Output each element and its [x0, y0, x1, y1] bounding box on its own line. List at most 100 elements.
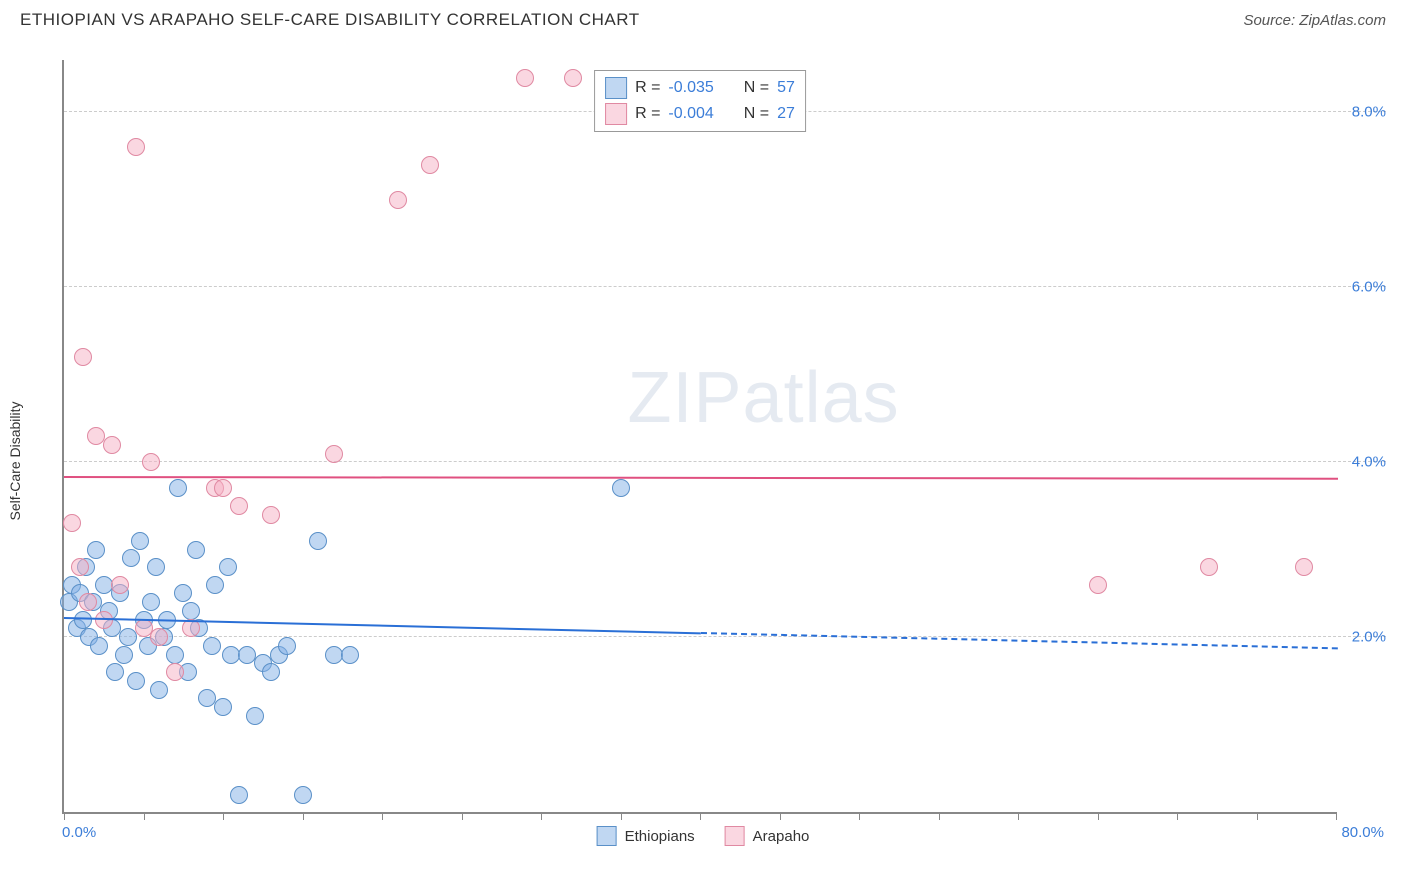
legend-swatch — [597, 826, 617, 846]
legend-label: Ethiopians — [625, 828, 695, 845]
x-tick — [859, 812, 860, 820]
legend-item: Ethiopians — [597, 826, 695, 846]
scatter-point — [106, 663, 124, 681]
scatter-point — [103, 436, 121, 454]
scatter-point — [127, 138, 145, 156]
x-tick — [223, 812, 224, 820]
stat-n-label: N = — [744, 105, 769, 123]
grid-line — [64, 461, 1386, 462]
scatter-point — [389, 191, 407, 209]
source-attribution: Source: ZipAtlas.com — [1243, 12, 1386, 29]
legend-swatch — [605, 103, 627, 125]
chart-header: ETHIOPIAN VS ARAPAHO SELF-CARE DISABILIT… — [0, 0, 1406, 30]
scatter-point — [1295, 558, 1313, 576]
scatter-point — [90, 637, 108, 655]
scatter-point — [169, 479, 187, 497]
trend-line — [64, 476, 1338, 480]
scatter-point — [203, 637, 221, 655]
scatter-point — [564, 69, 582, 87]
x-tick — [1257, 812, 1258, 820]
scatter-point — [246, 707, 264, 725]
scatter-point — [230, 497, 248, 515]
legend-swatch — [605, 77, 627, 99]
scatter-point — [230, 786, 248, 804]
x-tick — [541, 812, 542, 820]
x-tick — [1018, 812, 1019, 820]
scatter-point — [166, 646, 184, 664]
legend-row: R = -0.035 N = 57 — [605, 75, 795, 101]
scatter-point — [150, 628, 168, 646]
x-tick — [1336, 812, 1337, 820]
scatter-point — [150, 681, 168, 699]
series-legend: Ethiopians Arapaho — [597, 826, 810, 846]
legend-row: R = -0.004 N = 27 — [605, 101, 795, 127]
scatter-point — [612, 479, 630, 497]
stat-r-label: R = — [635, 79, 660, 97]
scatter-point — [206, 576, 224, 594]
legend-swatch — [725, 826, 745, 846]
scatter-point — [341, 646, 359, 664]
plot-area: ZIPatlas R = -0.035 N = 57 R = -0.004 N = 2… — [62, 60, 1336, 814]
scatter-point — [214, 698, 232, 716]
chart-title: ETHIOPIAN VS ARAPAHO SELF-CARE DISABILIT… — [20, 10, 640, 30]
scatter-point — [294, 786, 312, 804]
scatter-point — [182, 602, 200, 620]
scatter-point — [219, 558, 237, 576]
legend-item: Arapaho — [725, 826, 810, 846]
x-tick — [780, 812, 781, 820]
scatter-point — [87, 541, 105, 559]
scatter-point — [115, 646, 133, 664]
y-axis-label: Self-Care Disability — [7, 401, 23, 520]
y-tick-label: 4.0% — [1338, 454, 1386, 471]
x-tick — [303, 812, 304, 820]
x-axis-min-label: 0.0% — [62, 824, 96, 841]
scatter-point — [127, 672, 145, 690]
scatter-point — [214, 479, 232, 497]
scatter-point — [174, 584, 192, 602]
trend-line-dashed — [701, 632, 1338, 649]
scatter-point — [309, 532, 327, 550]
scatter-point — [111, 576, 129, 594]
scatter-point — [79, 593, 97, 611]
grid-line — [64, 286, 1386, 287]
scatter-point — [262, 663, 280, 681]
x-tick — [621, 812, 622, 820]
scatter-point — [74, 348, 92, 366]
stat-r-value: -0.035 — [668, 79, 713, 97]
x-axis-max-label: 80.0% — [1341, 824, 1384, 841]
grid-line — [64, 636, 1386, 637]
stat-n-value: 57 — [777, 79, 795, 97]
y-tick-label: 2.0% — [1338, 629, 1386, 646]
x-tick — [1177, 812, 1178, 820]
stat-r-label: R = — [635, 105, 660, 123]
scatter-point — [325, 445, 343, 463]
legend-label: Arapaho — [753, 828, 810, 845]
scatter-point — [421, 156, 439, 174]
watermark: ZIPatlas — [628, 357, 900, 439]
scatter-point — [147, 558, 165, 576]
scatter-point — [1200, 558, 1218, 576]
stat-r-value: -0.004 — [668, 105, 713, 123]
scatter-point — [122, 549, 140, 567]
scatter-point — [71, 558, 89, 576]
scatter-point — [516, 69, 534, 87]
scatter-point — [74, 611, 92, 629]
scatter-point — [278, 637, 296, 655]
stat-n-label: N = — [744, 79, 769, 97]
x-tick — [144, 812, 145, 820]
scatter-point — [1089, 576, 1107, 594]
stat-n-value: 27 — [777, 105, 795, 123]
scatter-point — [131, 532, 149, 550]
x-tick — [382, 812, 383, 820]
scatter-point — [187, 541, 205, 559]
x-tick — [700, 812, 701, 820]
x-tick — [462, 812, 463, 820]
scatter-point — [262, 506, 280, 524]
y-tick-label: 8.0% — [1338, 104, 1386, 121]
scatter-point — [166, 663, 184, 681]
watermark-bold: ZIP — [628, 358, 743, 438]
scatter-point — [63, 514, 81, 532]
x-tick — [64, 812, 65, 820]
x-tick — [1098, 812, 1099, 820]
y-tick-label: 6.0% — [1338, 279, 1386, 296]
